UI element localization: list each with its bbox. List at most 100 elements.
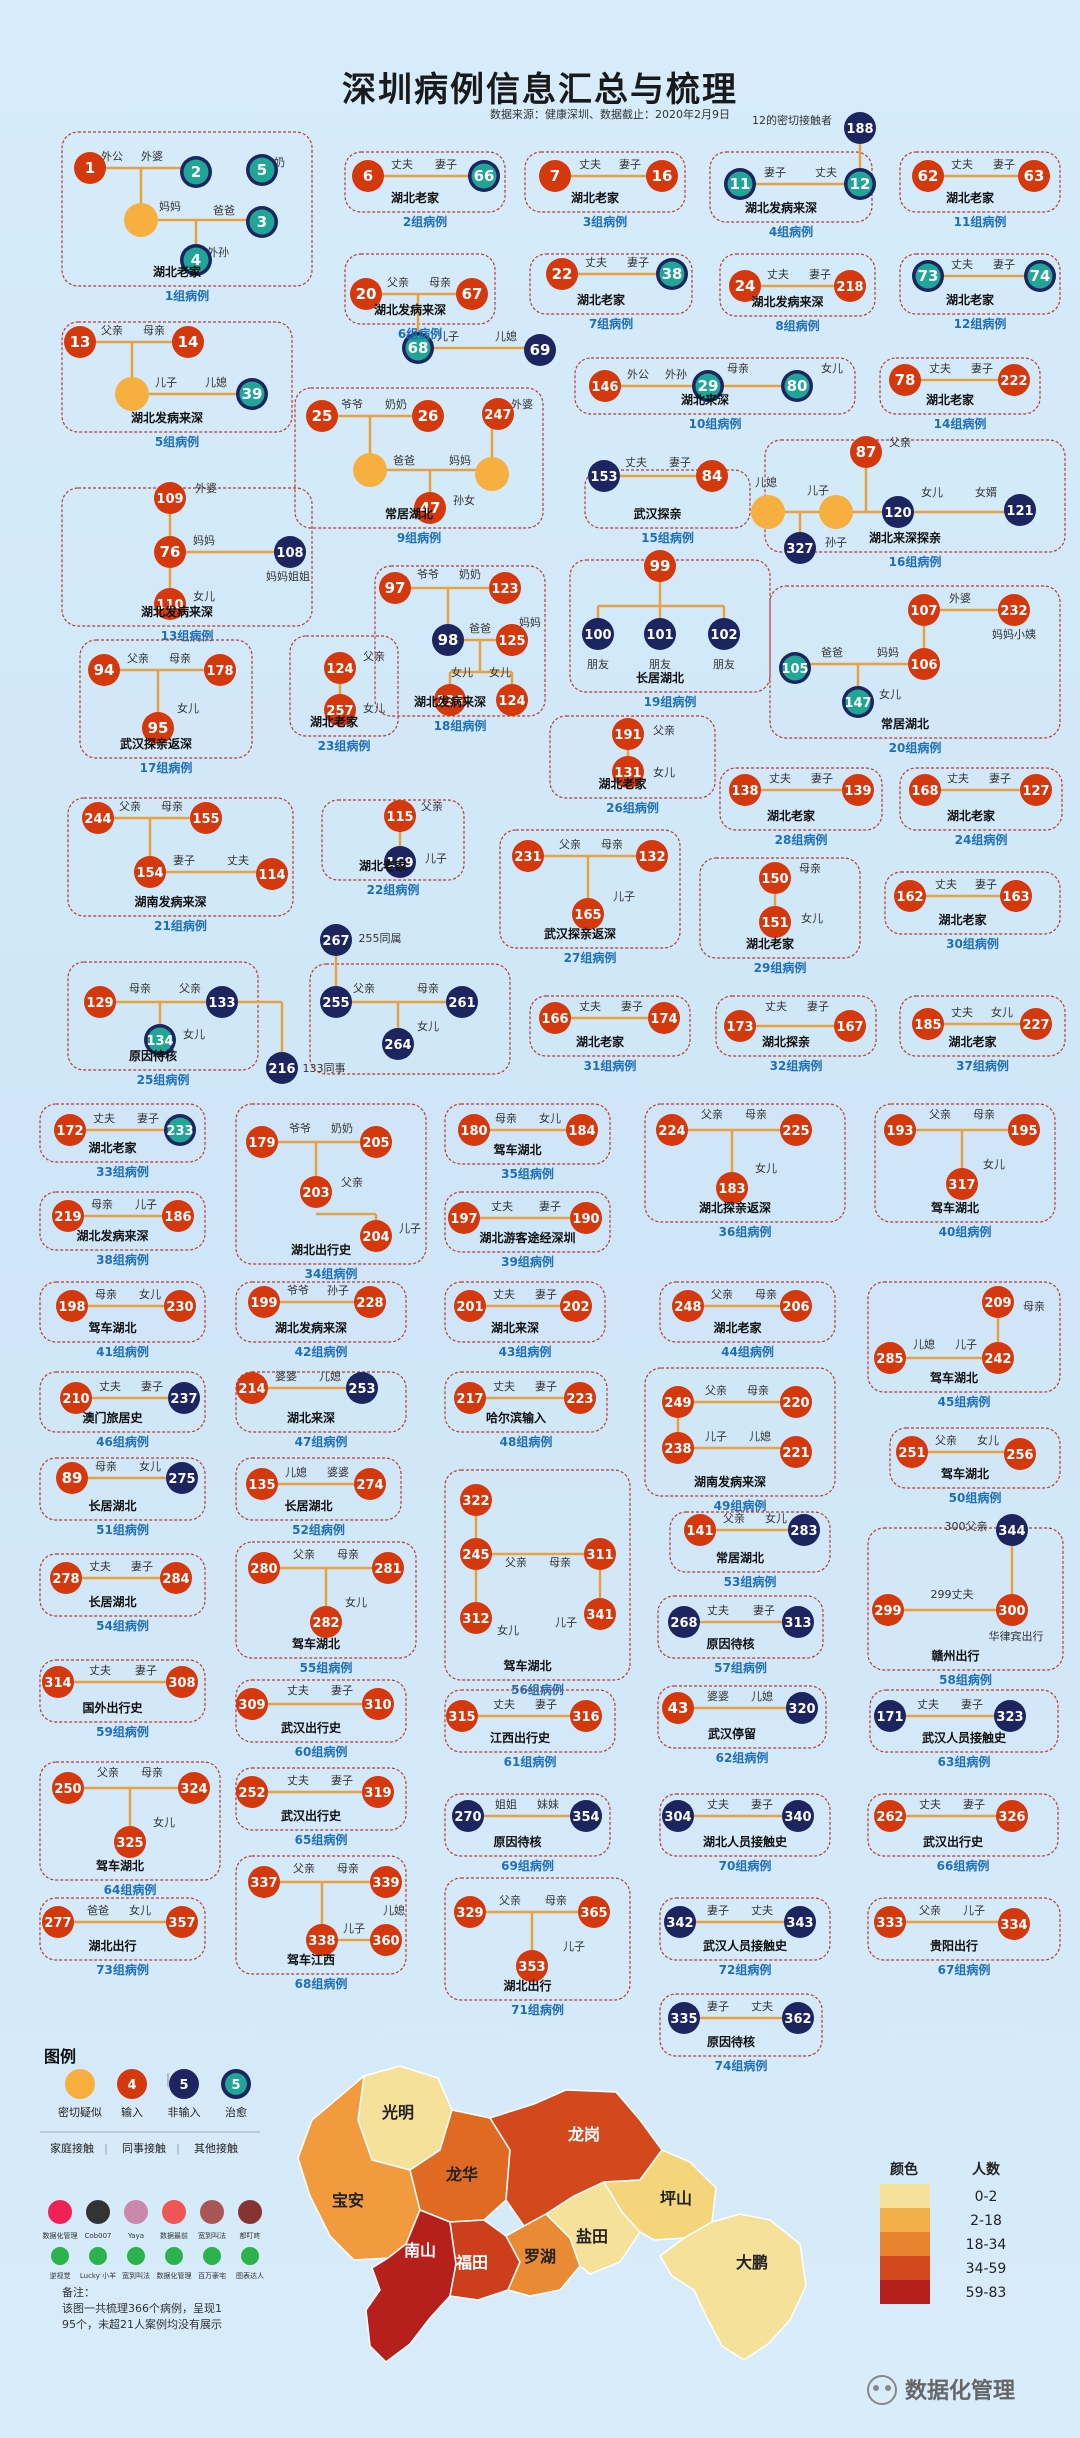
case-number: 162: [896, 890, 923, 905]
case-number: 109: [156, 492, 183, 507]
group-box: [899, 767, 1063, 831]
group-box: [699, 857, 861, 959]
group-label: 42组病例: [295, 1344, 348, 1359]
group-place: 湖北来深探亲: [869, 530, 941, 545]
group-label: 70组病例: [719, 1858, 772, 1873]
case-node: 214: [236, 1372, 268, 1404]
case-number: 257: [326, 704, 353, 719]
group-box: [889, 1427, 1061, 1489]
case-node: 165: [572, 898, 604, 930]
svg-text:数据化管理: 数据化管理: [157, 2271, 192, 2280]
case-number: 342: [666, 1916, 693, 1931]
group-label: 71组病例: [511, 2002, 564, 2017]
group-box: [529, 995, 691, 1057]
case-node: [124, 203, 158, 237]
relation-label: 婆婆: [707, 1690, 729, 1703]
case-node: 253: [346, 1372, 378, 1404]
case-group-65: 丈夫 妻子 252 319 武汉出行史 65组病例: [235, 1767, 407, 1847]
relation-label: 母亲: [745, 1107, 767, 1121]
relation-label: 妻子: [751, 1798, 773, 1811]
legend-range: 34-59: [966, 2261, 1007, 2277]
group-box: [769, 585, 1061, 739]
group-label: 15组病例: [641, 530, 694, 545]
case-node: 95: [142, 712, 174, 744]
case-group-31: 丈夫 妻子 166 174 湖北老家 31组病例: [529, 995, 691, 1073]
case-number: 185: [914, 1018, 941, 1033]
case-number: 343: [786, 1916, 813, 1931]
group-place: 武汉出行史: [281, 1808, 342, 1823]
case-node: 68: [402, 332, 434, 364]
group-label: 16组病例: [889, 554, 942, 569]
case-number: 63: [1024, 167, 1045, 185]
case-number: 138: [731, 784, 758, 799]
case-node: 133: [206, 986, 238, 1018]
group-place: 长居湖北: [636, 670, 684, 685]
group-place: 长居湖北: [88, 1498, 136, 1513]
relation-label: 儿子: [705, 1430, 727, 1443]
relation-label: 奶奶: [331, 1121, 353, 1135]
case-node: 136: [434, 684, 466, 716]
group-place: 驾车湖北: [929, 1370, 978, 1385]
relation-label: 丈夫: [769, 772, 791, 785]
group-place: 原因待核: [493, 1834, 541, 1849]
case-group-60: 丈夫 妻子 309 310 武汉出行史 60组病例: [235, 1679, 407, 1759]
case-node: 178: [204, 654, 236, 686]
relation-label: 丈夫: [947, 772, 969, 785]
relation-label: 妹妹: [537, 1798, 559, 1811]
district-label: 宝安: [332, 2191, 364, 2210]
relation-label: 丈夫: [89, 1560, 111, 1573]
case-node: 73: [912, 260, 944, 292]
case-group-63: 丈夫 妻子 171 323 武汉人员接触史 63组病例: [869, 1689, 1059, 1769]
relation-label: 丈夫: [493, 1380, 515, 1393]
group-place: 湖北老家: [938, 912, 987, 927]
group-place: 武汉停留: [708, 1726, 756, 1741]
district-label: 大鹏: [736, 2253, 768, 2272]
relation-label: 妻子: [961, 1698, 983, 1711]
case-group-39: 丈夫 妻子 197 190 湖北游客途经深圳 39组病例: [444, 1191, 611, 1269]
relation-label: 女儿: [139, 1459, 161, 1473]
group-box: [719, 253, 876, 317]
case-number: 146: [591, 380, 618, 395]
case-number: 223: [566, 1392, 593, 1407]
district-label: 南山: [404, 2241, 436, 2260]
svg-text:|: |: [176, 2142, 180, 2155]
case-node: 12: [844, 168, 876, 200]
case-node: 219: [52, 1200, 84, 1232]
case-number: 62: [918, 167, 939, 185]
case-group-57: 丈夫 妻子 268 313 原因待核 57组病例: [657, 1595, 824, 1675]
group-place: 武汉探亲: [633, 506, 681, 521]
group-label: 10组病例: [689, 416, 742, 431]
case-group-66: 丈夫 妻子 262 326 武汉出行史 66组病例: [867, 1793, 1059, 1873]
case-number: 283: [790, 1524, 817, 1539]
relation-label: 儿媳: [749, 1429, 771, 1443]
case-group-67: 父亲 儿子 333 334 贵阳出行 67组病例: [867, 1897, 1061, 1977]
case-number: 334: [1000, 1918, 1027, 1933]
relation-label: 女儿: [991, 1005, 1013, 1019]
case-node: 191: [612, 718, 644, 750]
group-label: 20组病例: [889, 740, 942, 755]
case-node: 169: [384, 846, 416, 878]
relation-label: 妻子: [753, 1604, 775, 1617]
relation-label: 儿子: [155, 376, 177, 389]
group-place: 湖北游客途经深圳: [479, 1230, 575, 1245]
case-node: 114: [256, 858, 288, 890]
case-node: 89: [56, 1462, 88, 1494]
group-label: 49组病例: [714, 1498, 767, 1513]
case-group-30: 丈夫 妻子 162 163 湖北老家 30组病例: [884, 871, 1061, 951]
relation-label: 妻子: [707, 2000, 729, 2013]
case-node: 5: [246, 154, 278, 186]
case-number: 267: [322, 934, 349, 949]
case-number: 178: [206, 664, 233, 679]
case-node: 184: [566, 1114, 598, 1146]
relation-label: 妻子: [621, 1000, 643, 1013]
relation-label: 父亲: [559, 837, 581, 851]
case-node: 124: [324, 652, 356, 684]
relation-label: 父亲: [101, 323, 123, 337]
svg-text:Cob007: Cob007: [85, 2232, 112, 2240]
relation-label: 父亲: [723, 1511, 745, 1525]
case-number: 184: [568, 1124, 595, 1139]
group-place: 常居湖北: [881, 716, 929, 731]
group-place: 原因待核: [707, 2034, 755, 2049]
